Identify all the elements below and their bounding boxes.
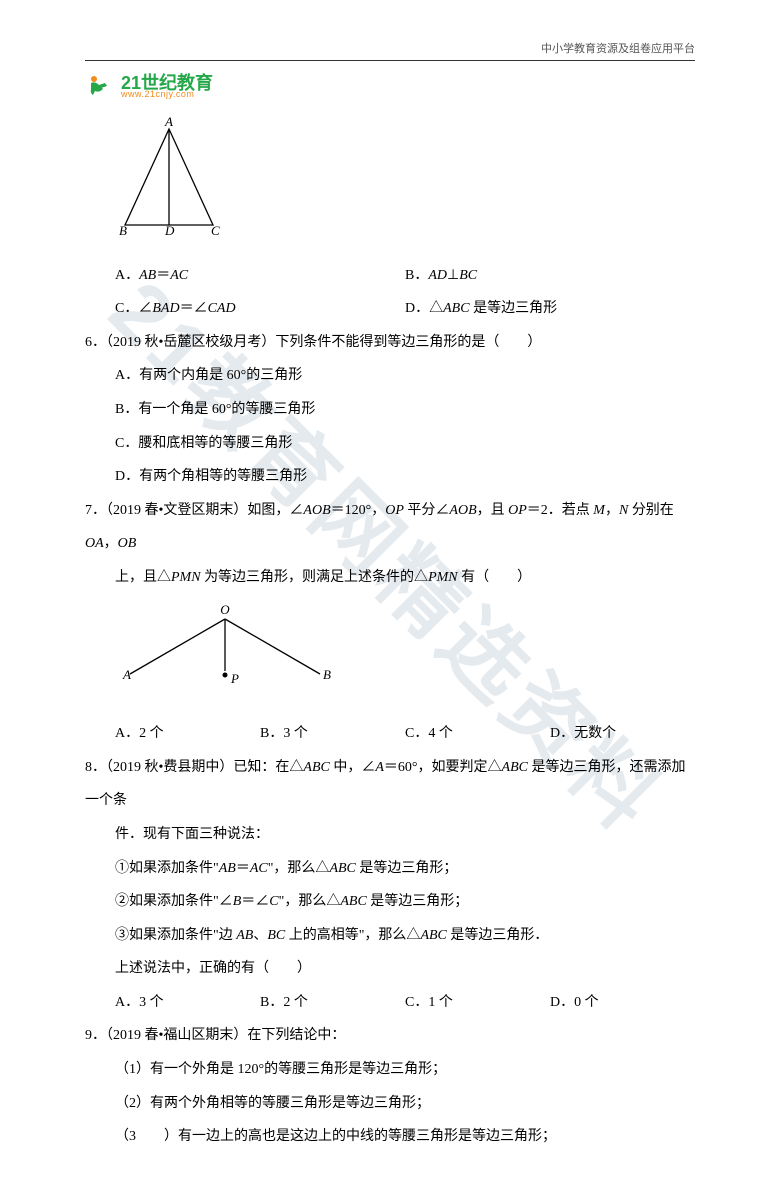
- q5-opt-d: D．△ABC 是等边三角形: [405, 292, 695, 326]
- aob-figure: O A B P: [115, 601, 695, 710]
- q9-p1: （1）有一个外角是 120°的等腰三角形是等边三角形；: [85, 1053, 695, 1087]
- logo-url: www.21cnjy.com: [121, 90, 213, 99]
- q7-options: A．2 个 B．3 个 C．4 个 D．无数个: [85, 717, 695, 751]
- label-A2: A: [122, 667, 131, 682]
- label-C: C: [211, 223, 220, 237]
- q9-stem: 9．（2019 春•福山区期末）在下列结论中：: [85, 1019, 695, 1053]
- q8-opt-a: A．3 个: [115, 986, 260, 1020]
- label-D: D: [164, 223, 175, 237]
- q8-s1: ①如果添加条件"AB＝AC"，那么△ABC 是等边三角形；: [85, 852, 695, 886]
- q6-opt-c: C．腰和底相等的等腰三角形: [85, 427, 695, 461]
- logo: 21世纪教育 www.21cnjy.com: [85, 73, 695, 99]
- label-B: B: [119, 223, 127, 237]
- q8-s4: 上述说法中，正确的有（ ）: [85, 952, 695, 986]
- logo-runner-icon: [85, 73, 115, 99]
- logo-text: 21世纪教育 www.21cnjy.com: [121, 74, 213, 99]
- q7-stem1: 7．（2019 春•文登区期末）如图，∠AOB＝120°，OP 平分∠AOB，且…: [85, 494, 695, 561]
- q5-options-row1: A．AB＝AC B．AD⊥BC: [85, 259, 695, 293]
- q6-opt-a: A．有两个内角是 60°的三角形: [85, 359, 695, 393]
- q8-opt-c: C．1 个: [405, 986, 550, 1020]
- label-P: P: [230, 671, 239, 686]
- q8-s3: ③如果添加条件"边 AB、BC 上的高相等"，那么△ABC 是等边三角形．: [85, 919, 695, 953]
- header-platform: 中小学教育资源及组卷应用平台: [85, 40, 695, 61]
- q8-stem2: 件．现有下面三种说法：: [85, 818, 695, 852]
- label-O: O: [220, 602, 230, 617]
- q9-p3: （3 ）有一边上的高也是这边上的中线的等腰三角形是等边三角形；: [85, 1120, 695, 1154]
- q7-opt-d: D．无数个: [550, 717, 695, 751]
- content-body: A B D C A．AB＝AC B．AD⊥BC C．∠BAD＝∠CAD D．△A…: [85, 117, 695, 1154]
- q6-stem: 6．（2019 秋•岳麓区校级月考）下列条件不能得到等边三角形的是（ ）: [85, 326, 695, 360]
- q5-opt-c: C．∠BAD＝∠CAD: [115, 292, 405, 326]
- q8-stem1: 8．（2019 秋•费县期中）已知：在△ABC 中，∠A＝60°，如要判定△AB…: [85, 751, 695, 818]
- q7-stem2: 上，且△PMN 为等边三角形，则满足上述条件的△PMN 有（ ）: [85, 561, 695, 595]
- label-A: A: [164, 117, 173, 129]
- q5-options-row2: C．∠BAD＝∠CAD D．△ABC 是等边三角形: [85, 292, 695, 326]
- q8-s2: ②如果添加条件"∠B＝∠C"，那么△ABC 是等边三角形；: [85, 885, 695, 919]
- page-container: 中小学教育资源及组卷应用平台 21世纪教育 www.21cnjy.com A B…: [0, 0, 780, 1194]
- q8-options: A．3 个 B．2 个 C．1 个 D．0 个: [85, 986, 695, 1020]
- q5-opt-b: B．AD⊥BC: [405, 259, 695, 293]
- q8-opt-d: D．0 个: [550, 986, 695, 1020]
- label-B2: B: [323, 667, 331, 682]
- q7-opt-b: B．3 个: [260, 717, 405, 751]
- triangle-figure: A B D C: [115, 117, 695, 251]
- q5-opt-a: A．AB＝AC: [115, 259, 405, 293]
- q6-opt-d: D．有两个角相等的等腰三角形: [85, 460, 695, 494]
- q7-opt-a: A．2 个: [115, 717, 260, 751]
- q9-p2: （2）有两个外角相等的等腰三角形是等边三角形；: [85, 1087, 695, 1121]
- q8-opt-b: B．2 个: [260, 986, 405, 1020]
- q7-opt-c: C．4 个: [405, 717, 550, 751]
- q6-opt-b: B．有一个角是 60°的等腰三角形: [85, 393, 695, 427]
